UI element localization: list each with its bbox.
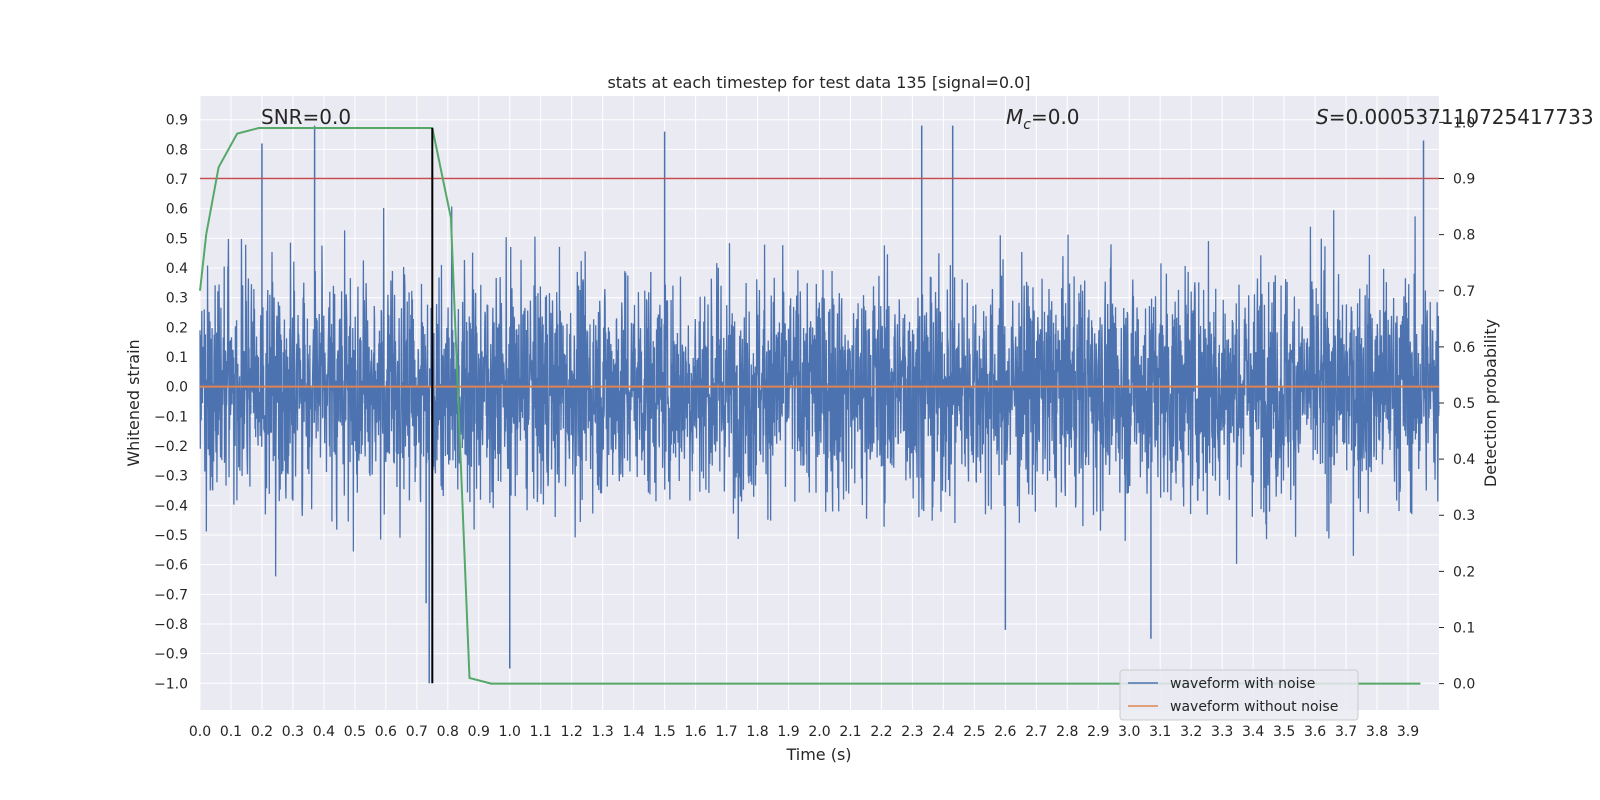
x-tick-label: 3.7: [1335, 724, 1357, 740]
y-axis-right-ticks: 1.0 0.9 0.8 0.7 0.6 0.5 0.4 0.3 0.2 0.1 0.0: [1439, 115, 1475, 693]
x-tick-label: 1.2: [561, 724, 583, 740]
x-tick-label: 2.5: [963, 724, 985, 740]
y-left-tick-label: 0.7: [166, 172, 188, 188]
x-tick-label: 0.1: [220, 724, 242, 740]
y-left-tick-label: 0.2: [166, 320, 188, 336]
x-tick-label: 2.3: [901, 724, 923, 740]
y-axis-left-ticks: 0.9 0.8 0.7 0.6 0.5 0.4 0.3 0.2 0.1 0.0 −0.1 −0.2 −0…: [154, 113, 188, 693]
x-tick-label: 3.2: [1180, 724, 1202, 740]
y-left-tick-label: 0.5: [166, 231, 188, 247]
y-left-tick-label: 0.3: [166, 291, 188, 307]
x-tick-label: 0.2: [251, 724, 273, 740]
x-tick-label: 3.1: [1149, 724, 1171, 740]
legend-label-noise: waveform with noise: [1170, 676, 1315, 692]
y-right-tick-label: 0.7: [1453, 284, 1475, 300]
chart-title: stats at each timestep for test data 135…: [607, 73, 1030, 92]
x-tick-label: 0.7: [406, 724, 428, 740]
s-annotation: S=0.000537110725417733: [1316, 105, 1594, 129]
x-tick-label: 0.9: [468, 724, 490, 740]
chirp-mass-annotation: Mc=0.0: [1006, 105, 1080, 133]
y-left-tick-label: 0.0: [166, 380, 188, 396]
x-tick-label: 0.5: [344, 724, 366, 740]
x-tick-label: 1.9: [777, 724, 799, 740]
x-tick-label: 3.0: [1118, 724, 1140, 740]
y-left-tick-label: −0.8: [154, 617, 188, 633]
y-left-tick-label: −0.6: [154, 558, 188, 574]
y-axis-left-label: Whitened strain: [124, 339, 143, 466]
x-tick-label: 2.8: [1056, 724, 1078, 740]
y-left-tick-label: −1.0: [154, 676, 188, 692]
y-right-tick-label: 0.4: [1453, 452, 1475, 468]
x-axis-label: Time (s): [785, 745, 851, 764]
y-right-tick-label: 0.3: [1453, 508, 1475, 524]
x-tick-label: 3.9: [1397, 724, 1419, 740]
x-tick-label: 2.7: [1025, 724, 1047, 740]
x-tick-label: 1.6: [684, 724, 706, 740]
x-tick-label: 3.6: [1304, 724, 1326, 740]
x-tick-label: 3.4: [1242, 724, 1264, 740]
y-left-tick-label: 0.9: [166, 113, 188, 129]
x-tick-label: 3.3: [1211, 724, 1233, 740]
y-left-tick-label: −0.4: [154, 498, 188, 514]
y-right-tick-label: 0.0: [1453, 677, 1475, 693]
y-left-tick-label: −0.9: [154, 647, 188, 663]
y-right-tick-label: 1.0: [1453, 115, 1475, 131]
y-left-tick-label: 0.1: [166, 350, 188, 366]
series-detection-probability: [199, 126, 1421, 685]
y-right-tick-label: 0.2: [1453, 564, 1475, 580]
x-tick-label: 2.2: [870, 724, 892, 740]
x-tick-label: 2.4: [932, 724, 954, 740]
x-tick-label: 1.8: [746, 724, 768, 740]
y-left-tick-label: −0.2: [154, 439, 188, 455]
x-tick-label: 2.9: [1087, 724, 1109, 740]
y-left-tick-label: −0.3: [154, 469, 188, 485]
chart-marks: [199, 125, 1440, 685]
x-tick-label: 0.6: [375, 724, 397, 740]
x-tick-label: 0.0: [189, 724, 211, 740]
x-tick-label: 1.1: [530, 724, 552, 740]
y-left-tick-label: −0.5: [154, 528, 188, 544]
y-axis-right-label: Detection probability: [1481, 319, 1500, 487]
legend-label-clean: waveform without noise: [1170, 699, 1338, 715]
x-tick-label: 1.0: [499, 724, 521, 740]
y-right-tick-label: 0.8: [1453, 228, 1475, 244]
y-right-tick-label: 0.6: [1453, 340, 1475, 356]
x-tick-label: 3.8: [1366, 724, 1388, 740]
y-right-tick-label: 0.1: [1453, 620, 1475, 636]
x-tick-label: 1.4: [623, 724, 645, 740]
x-tick-label: 1.7: [715, 724, 737, 740]
snr-annotation: SNR=0.0: [261, 105, 351, 129]
x-tick-label: 1.5: [653, 724, 675, 740]
y-left-tick-label: 0.4: [166, 261, 188, 277]
y-left-tick-label: −0.1: [154, 409, 188, 425]
legend: waveform with noise waveform without noi…: [1119, 669, 1359, 721]
series-waveform-with-noise: [199, 206, 1440, 577]
x-tick-label: 0.8: [437, 724, 459, 740]
y-left-tick-label: 0.6: [166, 202, 188, 218]
y-right-tick-label: 0.9: [1453, 172, 1475, 188]
x-tick-label: 1.3: [592, 724, 614, 740]
x-tick-label: 3.5: [1273, 724, 1295, 740]
y-left-tick-label: −0.7: [154, 587, 188, 603]
x-tick-label: 2.1: [839, 724, 861, 740]
x-axis-ticks: 0.0 0.1 0.2 0.3 0.4 0.5 0.6 0.7 0.8 0.9 1.0 1.1 1.2 1…: [189, 724, 1419, 740]
x-tick-label: 2.0: [808, 724, 830, 740]
y-left-tick-label: 0.8: [166, 142, 188, 158]
x-tick-label: 0.3: [282, 724, 304, 740]
x-tick-label: 0.4: [313, 724, 335, 740]
y-right-tick-label: 0.5: [1453, 396, 1475, 412]
x-tick-label: 2.6: [994, 724, 1016, 740]
